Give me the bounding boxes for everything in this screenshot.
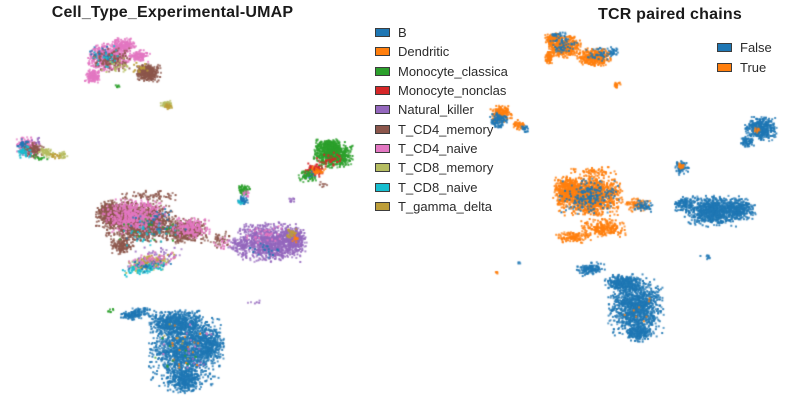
legend-label: T_CD4_naive [398,140,478,156]
legend-item: Natural_killer [375,100,533,119]
left-plot-title: Cell_Type_Experimental-UMAP [51,4,294,21]
legend-item: False [717,37,797,57]
legend-color-swatch [375,163,390,173]
legend-item: T_CD4_naive [375,139,533,158]
legend-label: Monocyte_nonclas [398,83,507,99]
legend-color-swatch [375,105,390,115]
legend-item: B [375,23,533,42]
legend-label: T_CD8_naive [398,179,478,195]
legend-label: T_CD4_memory [398,121,494,137]
legend-item: T_CD8_naive [375,177,533,196]
legend-color-swatch [375,182,390,192]
cell-type-legend: B Dendritic Monocyte_classica Monocyte_n… [375,23,533,216]
legend-label: T_CD8_memory [398,160,494,176]
legend-label: Monocyte_classica [398,63,508,79]
legend-item: True [717,57,797,77]
legend-item: T_CD4_memory [375,119,533,138]
legend-label: Dendritic [398,44,450,60]
legend-color-swatch [375,86,390,96]
legend-color-swatch [375,66,390,76]
legend-item: Dendritic [375,42,533,61]
legend-item: Monocyte_classica [375,62,533,81]
legend-color-swatch [375,143,390,153]
legend-color-swatch [375,28,390,38]
legend-label: True [740,59,767,75]
legend-label: T_gamma_delta [398,198,492,214]
legend-color-swatch [375,47,390,57]
tcr-paired-legend: False True [717,37,797,77]
legend-item: T_gamma_delta [375,197,533,216]
legend-color-swatch [717,62,732,72]
legend-color-swatch [375,201,390,211]
legend-color-swatch [717,42,732,52]
legend-color-swatch [375,124,390,134]
legend-item: T_CD8_memory [375,158,533,177]
legend-label: Natural_killer [398,102,474,118]
right-plot-title: TCR paired chains [598,6,742,23]
legend-item: Monocyte_nonclas [375,81,533,100]
legend-label: False [740,39,772,55]
legend-label: B [398,25,407,41]
